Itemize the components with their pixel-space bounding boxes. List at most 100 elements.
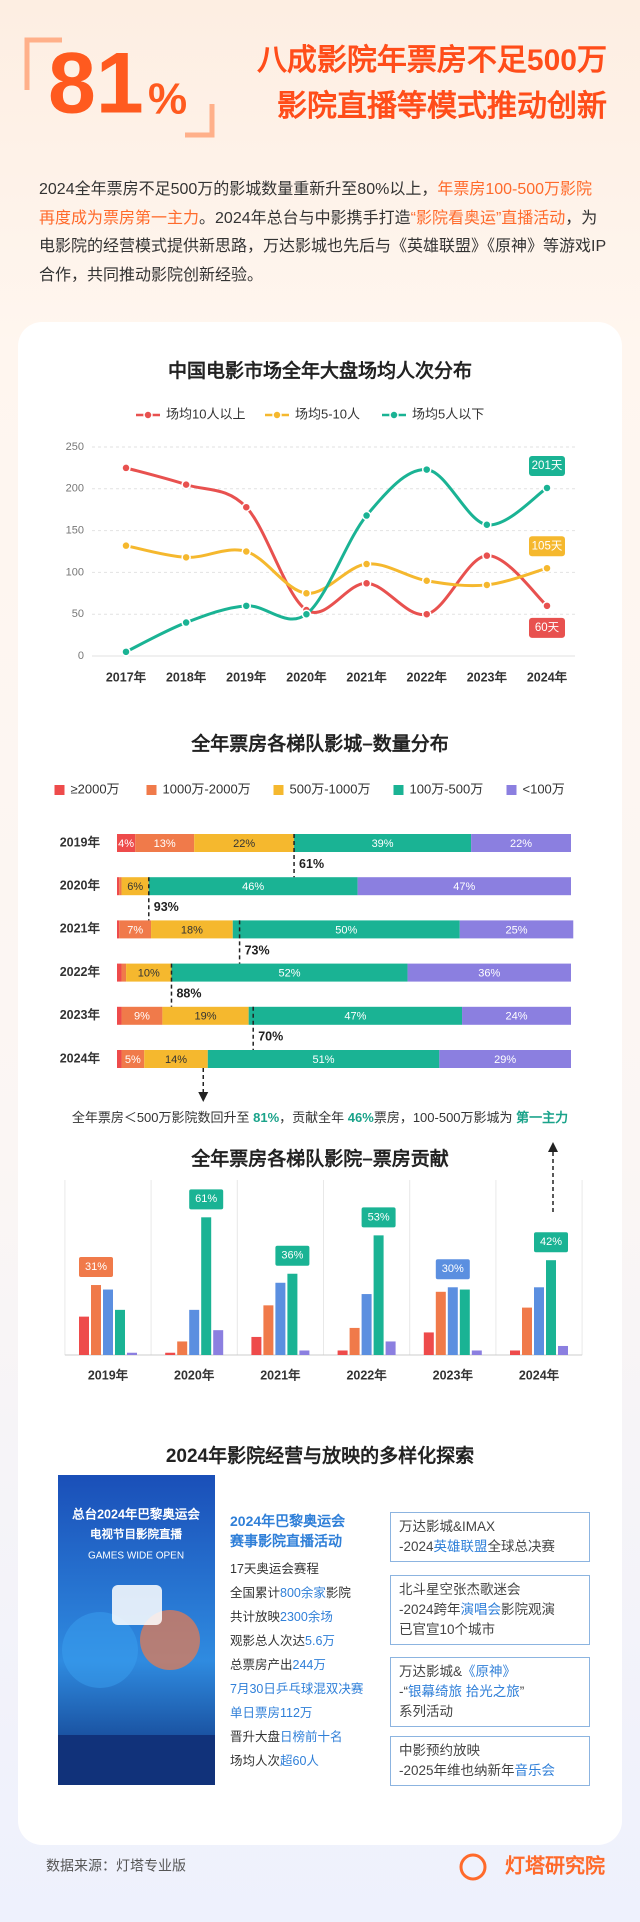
legend-dot bbox=[389, 410, 399, 420]
source: 数据来源：灯塔专业版 bbox=[46, 1858, 186, 1874]
intro: 2024全年票房不足500万的影城数量重新升至80%以上，年票房100-500万… bbox=[39, 176, 607, 290]
text-segment: 系列活动 bbox=[399, 1704, 453, 1719]
case-box: 中影预约放映 -2025年维也纳新年音乐会 bbox=[390, 1736, 590, 1786]
y-tick-label: 2024年 bbox=[60, 1050, 101, 1065]
bar bbox=[459, 1289, 470, 1355]
point bbox=[181, 479, 191, 490]
x-tick-label: 2020年 bbox=[286, 669, 327, 684]
point bbox=[121, 647, 131, 657]
event-title: 2024年巴黎奥运会赛事影院直播活动 bbox=[230, 1513, 346, 1549]
bar-segment bbox=[232, 920, 460, 939]
x-tick-label: 2023年 bbox=[433, 1367, 474, 1382]
card bbox=[18, 322, 622, 1845]
bar-segment bbox=[121, 1050, 145, 1068]
legend-label: 场均10人以上 bbox=[166, 406, 245, 421]
text-segment: 5.6万 bbox=[305, 1634, 335, 1648]
text-segment: 影院 bbox=[325, 1586, 351, 1600]
bar-segment bbox=[121, 963, 127, 982]
text-segment: 万达影城&IMAX bbox=[399, 1519, 496, 1534]
text-segment: 全球总决赛 bbox=[487, 1539, 556, 1554]
point bbox=[482, 550, 492, 561]
x-tick-label: 2024年 bbox=[519, 1367, 560, 1382]
legend-label: ≥2000万 bbox=[71, 781, 120, 796]
text-segment: 晋升大盘 bbox=[230, 1730, 281, 1744]
case-line: 万达影城&IMAX bbox=[399, 1517, 581, 1537]
bar bbox=[510, 1350, 520, 1355]
case-line: -2024跨年演唱会影院观演 bbox=[399, 1600, 581, 1620]
bar bbox=[299, 1350, 310, 1355]
share-label: 93% bbox=[154, 900, 179, 914]
case-line: -2025年维也纳新年音乐会 bbox=[399, 1761, 581, 1781]
end-label: 105天 bbox=[532, 540, 563, 552]
legend-label: 500万-1000万 bbox=[290, 781, 371, 796]
bar-segment bbox=[171, 963, 408, 982]
bar-segment bbox=[462, 1006, 571, 1025]
value-label-box bbox=[361, 1207, 396, 1228]
bar bbox=[79, 1316, 89, 1355]
value-label: 50% bbox=[335, 924, 357, 936]
bar bbox=[103, 1289, 113, 1355]
value-label: 19% bbox=[195, 1011, 217, 1023]
case-line: -2024英雄联盟全球总决赛 bbox=[399, 1537, 581, 1557]
share-label: 61% bbox=[299, 857, 324, 871]
bar-segment bbox=[144, 1050, 208, 1068]
bar bbox=[263, 1305, 274, 1355]
text-segment: 英雄联盟 bbox=[433, 1539, 488, 1554]
text-segment: 日榜前十名 bbox=[280, 1730, 343, 1744]
value-label: 14% bbox=[165, 1054, 187, 1066]
bar bbox=[201, 1217, 212, 1355]
logo-icon bbox=[459, 1853, 487, 1881]
value-label: 31% bbox=[85, 1261, 107, 1273]
x-tick-label: 2022年 bbox=[346, 1367, 387, 1382]
x-tick-label: 2019年 bbox=[226, 669, 267, 684]
text-segment: 46% bbox=[347, 1110, 374, 1125]
bar bbox=[522, 1307, 532, 1355]
point bbox=[542, 483, 552, 493]
text-segment: 北斗星空张杰歌迷会 bbox=[399, 1582, 521, 1597]
arrow-head bbox=[198, 1092, 209, 1102]
case-box: 万达影城&《原神》 -“银幕绮旅 拾光之旅” 系列活动 bbox=[390, 1657, 590, 1727]
y-tick-label: 2019年 bbox=[60, 834, 101, 849]
value-label: 47% bbox=[453, 881, 475, 893]
value-label: 5% bbox=[125, 1054, 141, 1066]
text-segment: 244万 bbox=[292, 1658, 326, 1672]
point bbox=[241, 601, 252, 611]
value-label: 7% bbox=[127, 924, 143, 936]
chart-title: 中国电影市场全年大盘场均人次分布 bbox=[168, 359, 472, 382]
value-label: 13% bbox=[154, 838, 176, 850]
value-label: 52% bbox=[279, 968, 301, 980]
event-line: 观影总人次达5.6万 bbox=[230, 1629, 380, 1653]
bar bbox=[558, 1345, 568, 1355]
text-segment: 万达影城& bbox=[399, 1664, 463, 1679]
point bbox=[361, 559, 372, 569]
poster-text: 电视节目影院直播 bbox=[90, 1527, 182, 1541]
x-tick-label: 2017年 bbox=[106, 669, 147, 684]
end-label: 60天 bbox=[535, 622, 560, 634]
legend-dot bbox=[143, 410, 153, 420]
point bbox=[482, 580, 492, 590]
y-tick-label: 100 bbox=[66, 566, 84, 578]
value-label: 9% bbox=[134, 1011, 150, 1023]
text-segment: ，贡献全年 bbox=[279, 1110, 348, 1125]
bar-segment bbox=[117, 920, 120, 939]
value-label-box bbox=[275, 1245, 310, 1266]
text-segment: 2300余场 bbox=[280, 1610, 333, 1624]
value-label: 6% bbox=[127, 881, 143, 893]
bar-segment bbox=[439, 1050, 571, 1068]
case-box: 北斗星空张杰歌迷会 -2024跨年演唱会影院观演 已官宣10个城市 bbox=[390, 1575, 590, 1645]
bar bbox=[423, 1332, 434, 1355]
big-number: 81 bbox=[48, 36, 144, 132]
text-segment: 。2024年总台与中影携手打造 bbox=[199, 209, 411, 227]
text-segment: -2024 bbox=[399, 1539, 434, 1554]
bar-segment bbox=[248, 1006, 463, 1025]
bar bbox=[115, 1309, 125, 1355]
point bbox=[301, 588, 312, 599]
point bbox=[421, 576, 432, 586]
x-tick-label: 2020年 bbox=[174, 1367, 215, 1382]
legend-label: <100万 bbox=[523, 781, 565, 796]
point bbox=[121, 463, 131, 473]
event-line: 共计放映2300余场 bbox=[230, 1605, 380, 1629]
text-segment: 《原神》 bbox=[462, 1664, 517, 1679]
text-segment: 观影总人次达 bbox=[230, 1634, 306, 1648]
event-line: 场均人次超60人 bbox=[230, 1749, 380, 1773]
